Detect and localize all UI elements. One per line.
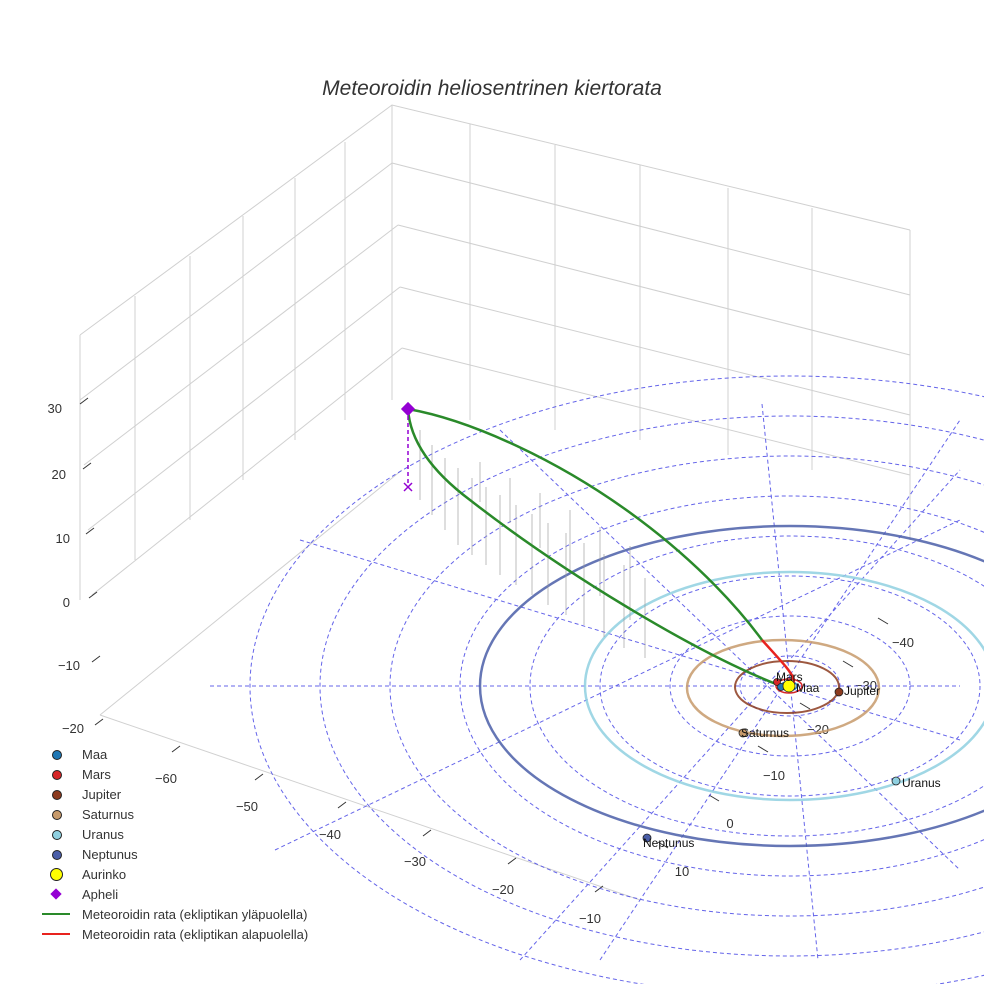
planet-uranus <box>891 776 901 786</box>
orbit-jupiter <box>734 660 840 714</box>
y-tick: −30 <box>842 660 877 693</box>
z-tick: 10 <box>56 527 95 546</box>
legend-label: Apheli <box>82 886 119 902</box>
legend-item: Saturnus <box>40 804 308 824</box>
z-tick: 20 <box>52 462 92 482</box>
planet-neptunus <box>642 833 652 843</box>
x-tick-label: −10 <box>579 911 601 926</box>
orbit-neptunus <box>478 524 984 848</box>
y-tick: −10 <box>757 745 785 783</box>
legend-item: Maa <box>40 744 308 764</box>
aphelion-projection <box>403 482 413 492</box>
x-tick: −20 <box>492 857 517 897</box>
legend-label: Meteoroidin rata (ekliptikan yläpuolella… <box>82 906 308 922</box>
z-tick: 0 <box>63 591 98 610</box>
x-tick-label: −60 <box>155 771 177 786</box>
z-tick-label: −20 <box>62 721 84 736</box>
legend-item: Meteoroidin rata (ekliptikan alapuolella… <box>40 924 308 944</box>
legend-marker <box>50 868 63 881</box>
x-tick: −60 <box>155 745 181 786</box>
legend: Maa Mars Jupiter Saturnus Uranus Neptunu… <box>40 744 308 944</box>
y-axis: −40 −30 −20 −10 0 10 <box>657 617 914 879</box>
y-tick: −40 <box>877 617 914 650</box>
legend-item: Meteoroidin rata (ekliptikan yläpuolella… <box>40 904 308 924</box>
y-tick-label: −40 <box>892 635 914 650</box>
legend-label: Jupiter <box>82 786 122 802</box>
x-tick-label: −30 <box>404 854 426 869</box>
legend-label: Uranus <box>82 826 124 842</box>
planet-mars <box>773 678 781 686</box>
planets: Neptunus Uranus Saturnus Jupiter Mars Ma… <box>642 670 941 850</box>
label-maa: Maa <box>796 681 820 695</box>
z-tick: 30 <box>48 397 89 416</box>
legend-item: Jupiter <box>40 784 308 804</box>
z-tick: −10 <box>58 655 101 673</box>
label-neptunus: Neptunus <box>643 836 694 850</box>
legend-label: Mars <box>82 766 111 782</box>
aphelion <box>400 401 416 492</box>
legend-item: Mars <box>40 764 308 784</box>
y-tick-label: 0 <box>726 816 733 831</box>
legend-marker <box>50 888 62 900</box>
y-tick: 0 <box>708 794 734 831</box>
legend-label: Aurinko <box>82 866 127 882</box>
chart-title: Meteoroidin heliosentrinen kiertorata <box>322 77 662 100</box>
legend-marker <box>52 830 62 840</box>
label-mars: Mars <box>776 670 803 684</box>
x-axis: −60 −50 −40 −30 −20 −10 <box>155 745 604 926</box>
z-tick: −20 <box>62 718 104 736</box>
legend-item: Aurinko <box>40 864 308 884</box>
grid-box <box>79 104 911 901</box>
meteoroid-orbit <box>406 407 796 688</box>
planet-jupiter <box>834 687 844 697</box>
legend-marker <box>52 810 62 820</box>
label-saturnus: Saturnus <box>741 726 789 740</box>
label-jupiter: Jupiter <box>844 684 880 698</box>
orbit-above-ecliptic <box>407 407 764 641</box>
legend-label: Saturnus <box>82 806 135 822</box>
legend-marker <box>42 933 70 935</box>
aphelion-marker <box>400 401 416 417</box>
legend-marker <box>52 850 62 860</box>
orbit-mars <box>775 678 803 694</box>
legend-marker <box>52 750 62 760</box>
orbit-above-ecliptic-return <box>406 408 777 686</box>
planet-saturnus <box>738 728 748 738</box>
orbit-below-ecliptic <box>761 639 796 681</box>
x-tick: −40 <box>319 801 347 842</box>
z-tick-label: 0 <box>63 595 70 610</box>
x-tick-label: −20 <box>492 882 514 897</box>
z-tick-label: 20 <box>52 467 66 482</box>
legend-marker <box>42 913 70 915</box>
legend-item: Apheli <box>40 884 308 904</box>
x-tick: −30 <box>404 829 432 869</box>
y-tick: 10 <box>657 841 689 879</box>
label-uranus: Uranus <box>902 776 941 790</box>
z-tick-label: −10 <box>58 658 80 673</box>
y-tick-label: −30 <box>855 678 877 693</box>
legend-label: Meteoroidin rata (ekliptikan alapuolella… <box>82 926 309 942</box>
orbit-uranus <box>583 570 984 802</box>
drop-lines <box>419 430 646 658</box>
legend-item: Uranus <box>40 824 308 844</box>
y-tick-label: −10 <box>763 768 785 783</box>
y-tick-label: 10 <box>675 864 689 879</box>
planet-orbits <box>478 524 984 848</box>
legend-marker <box>52 790 62 800</box>
sun <box>782 679 796 693</box>
legend-label: Neptunus <box>82 846 138 862</box>
legend-item: Neptunus <box>40 844 308 864</box>
legend-label: Maa <box>82 746 108 762</box>
orbit-saturnus <box>685 638 881 738</box>
x-tick-label: −50 <box>236 799 258 814</box>
legend-marker <box>52 770 62 780</box>
z-tick-label: 10 <box>56 531 70 546</box>
z-axis: 30 20 10 0 −10 −20 <box>48 397 104 736</box>
x-tick-label: −40 <box>319 827 341 842</box>
x-tick: −50 <box>236 773 264 814</box>
z-tick-label: 30 <box>48 401 62 416</box>
x-tick: −10 <box>579 885 604 926</box>
